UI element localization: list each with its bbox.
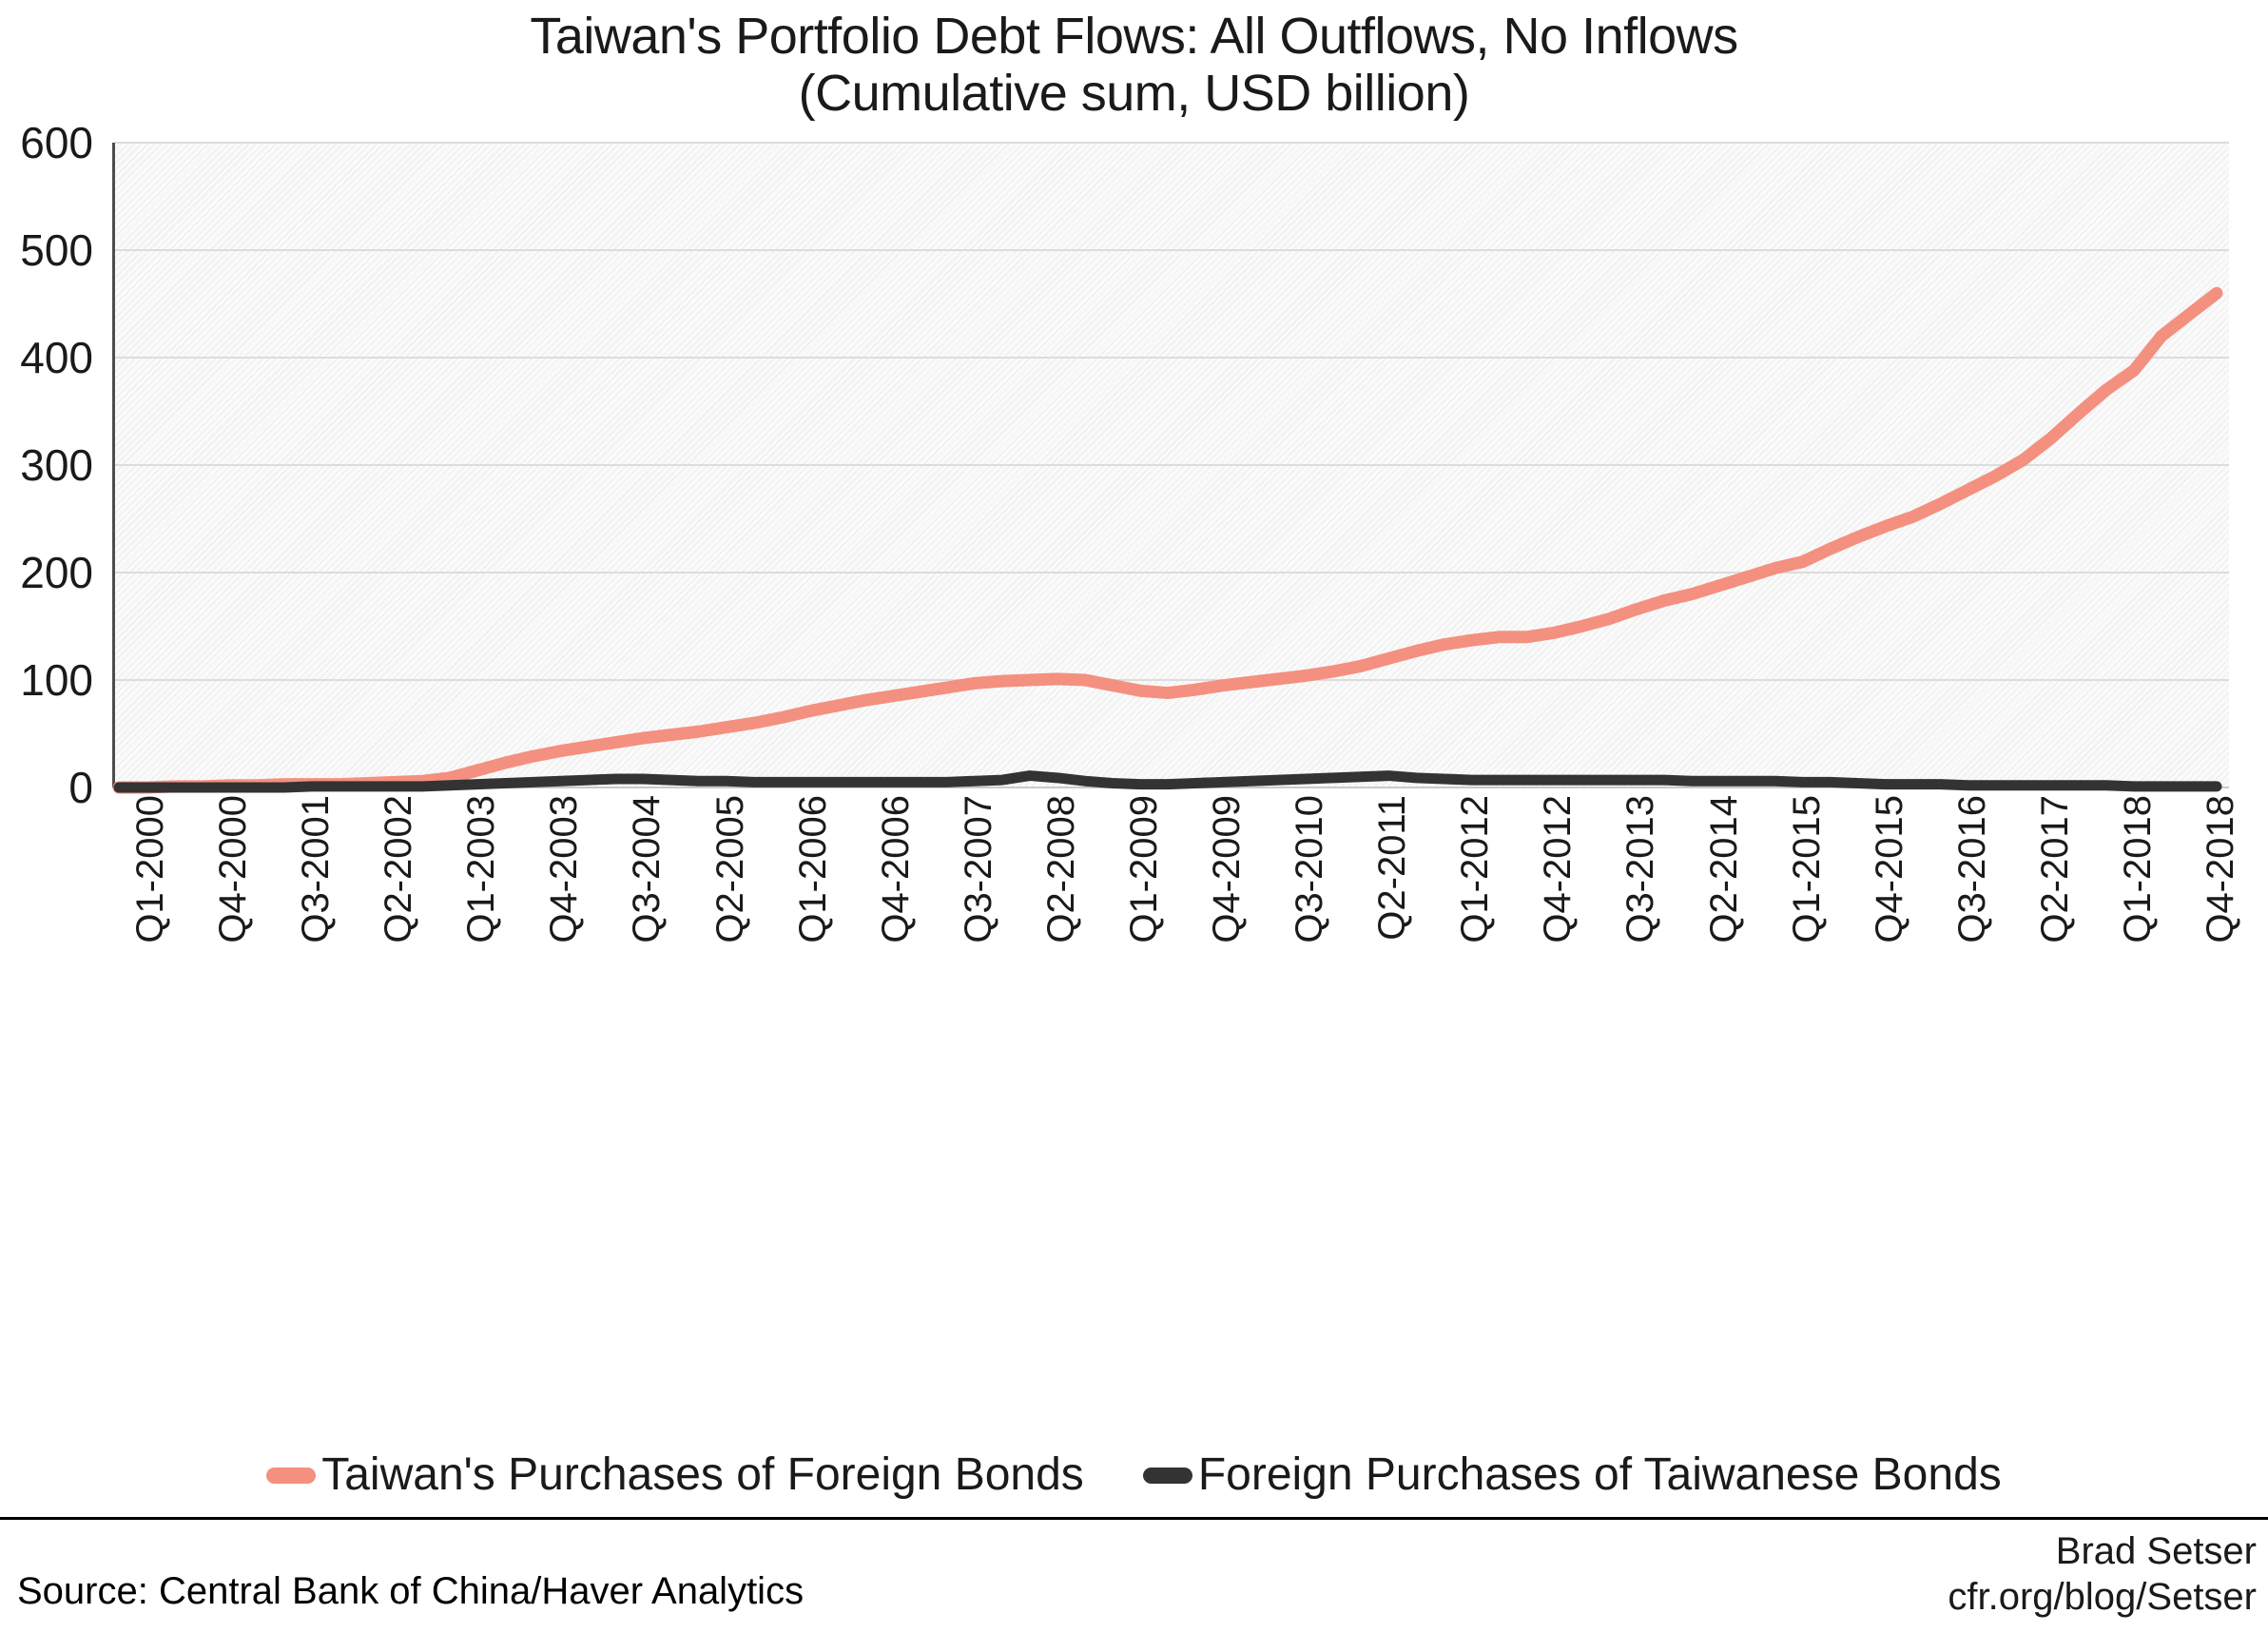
gridline-400 — [115, 357, 2229, 359]
x-tick-label: Q4-2015 — [1868, 795, 1910, 943]
x-tick-label: Q3-2013 — [1619, 795, 1662, 943]
gridline-500 — [115, 249, 2229, 251]
chart-plot-area — [112, 142, 2229, 794]
x-tick-label: Q1-2009 — [1122, 795, 1165, 943]
gridline-200 — [115, 572, 2229, 573]
x-tick-label: Q1-2018 — [2116, 795, 2159, 943]
x-tick-label: Q1-2006 — [791, 795, 834, 943]
legend-item-series-1[interactable]: Taiwan's Purchases of Foreign Bonds — [266, 1450, 1084, 1500]
x-tick-label: Q1-2000 — [129, 795, 171, 943]
y-tick-label: 500 — [20, 225, 93, 275]
x-tick-label: Q2-2008 — [1039, 795, 1082, 943]
chart-legend: Taiwan's Purchases of Foreign Bonds Fore… — [0, 1450, 2268, 1500]
legend-swatch-icon-series-2 — [1142, 1467, 1192, 1484]
x-tick-label: Q3-2007 — [957, 795, 999, 943]
series-line-2 — [113, 770, 2222, 793]
x-tick-label: Q3-2016 — [1950, 795, 1993, 943]
x-tick-label: Q4-2012 — [1537, 795, 1580, 943]
x-tick-label: Q2-2011 — [1371, 795, 1414, 941]
legend-swatch-icon-series-1 — [266, 1467, 317, 1484]
chart-subtitle: (Cumulative sum, USD billion) — [798, 65, 1470, 122]
chart-title-block: Taiwan's Portfolio Debt Flows: All Outfl… — [0, 8, 2268, 122]
chart-footer: Source: Central Bank of China/Haver Anal… — [0, 1517, 2268, 1633]
source-note: Source: Central Bank of China/Haver Anal… — [17, 1570, 804, 1612]
x-axis-labels: Q1-2000 Q4-2000 Q3-2001 Q2-2002 Q1-2003 Q4-20… — [112, 795, 2241, 1080]
x-tick-label: Q2-2017 — [2033, 795, 2076, 943]
x-tick-label: Q1-2003 — [460, 795, 503, 943]
gridline-600 — [115, 142, 2229, 144]
y-tick-label: 200 — [20, 548, 93, 597]
series-line-1 — [112, 286, 2223, 794]
x-tick-label: Q2-2005 — [708, 795, 751, 943]
legend-label-series-1: Taiwan's Purchases of Foreign Bonds — [321, 1449, 1084, 1500]
y-tick-label: 400 — [20, 333, 93, 382]
x-tick-label: Q1-2012 — [1454, 795, 1497, 943]
x-tick-label: Q2-2014 — [1702, 795, 1745, 943]
x-tick-label: Q4-2006 — [874, 795, 917, 943]
x-tick-label: Q3-2001 — [295, 795, 338, 943]
x-tick-label: Q4-2018 — [2199, 795, 2241, 943]
credit-url[interactable]: cfr.org/blog/Setser — [1948, 1576, 2257, 1618]
x-tick-label: Q3-2010 — [1289, 795, 1331, 943]
y-tick-label: 0 — [68, 763, 93, 812]
legend-item-series-2[interactable]: Foreign Purchases of Taiwanese Bonds — [1142, 1449, 2002, 1500]
y-tick-label: 600 — [20, 118, 93, 167]
x-tick-label: Q1-2015 — [1785, 795, 1828, 943]
gridline-300 — [115, 464, 2229, 466]
credit-author: Brad Setser — [2055, 1530, 2257, 1572]
y-tick-label: 100 — [20, 655, 93, 705]
credit-block: Brad Setser cfr.org/blog/Setser — [1948, 1528, 2257, 1620]
x-tick-label: Q4-2003 — [543, 795, 586, 943]
chart-series-svg — [112, 286, 2223, 794]
x-tick-label: Q4-2009 — [1206, 795, 1249, 943]
x-tick-label: Q2-2002 — [378, 795, 420, 943]
x-tick-label: Q4-2000 — [212, 795, 255, 943]
x-tick-label: Q3-2004 — [626, 795, 669, 943]
legend-label-series-2: Foreign Purchases of Taiwanese Bonds — [1197, 1449, 2002, 1500]
page-title: Taiwan's Portfolio Debt Flows: All Outfl… — [530, 8, 1738, 65]
y-tick-label: 300 — [20, 440, 93, 490]
gridline-100 — [115, 679, 2229, 681]
